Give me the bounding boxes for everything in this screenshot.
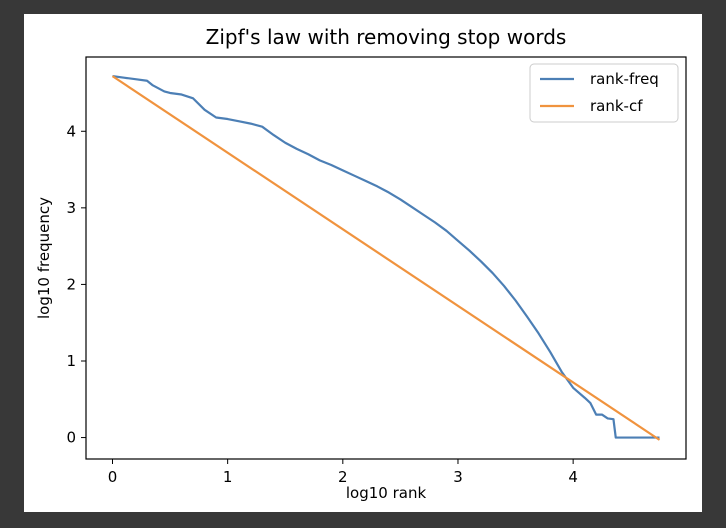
legend-label-rank-cf: rank-cf: [590, 97, 643, 115]
y-axis-label: log10 frequency: [35, 197, 53, 319]
y-tick-label: 0: [66, 429, 76, 447]
y-axis-ticks: 0 1 2 3 4: [66, 122, 86, 447]
x-tick-label: 3: [453, 468, 463, 486]
chart-title: Zipf's law with removing stop words: [206, 25, 567, 49]
legend-label-rank-freq: rank-freq: [590, 70, 659, 88]
chart-svg: Zipf's law with removing stop words 0 1 2 3…: [35, 25, 687, 502]
x-tick-label: 0: [108, 468, 118, 486]
x-tick-label: 4: [568, 468, 578, 486]
x-axis-label: log10 rank: [346, 484, 427, 502]
y-tick-label: 2: [66, 275, 76, 293]
chart-figure: Zipf's law with removing stop words 0 1 2 3…: [24, 14, 702, 512]
plot-lines: [111, 75, 661, 441]
y-tick-label: 1: [66, 352, 76, 370]
plot-frame: [85, 56, 687, 460]
series-line-rank-cf: [111, 75, 661, 441]
x-tick-label: 2: [338, 468, 348, 486]
x-tick-label: 1: [223, 468, 233, 486]
legend: rank-freq rank-cf: [529, 63, 679, 123]
y-tick-label: 4: [66, 122, 76, 140]
series-line-rank-freq: [112, 75, 660, 439]
x-axis-ticks: 0 1 2 3 4: [108, 459, 578, 486]
y-tick-label: 3: [66, 199, 76, 217]
